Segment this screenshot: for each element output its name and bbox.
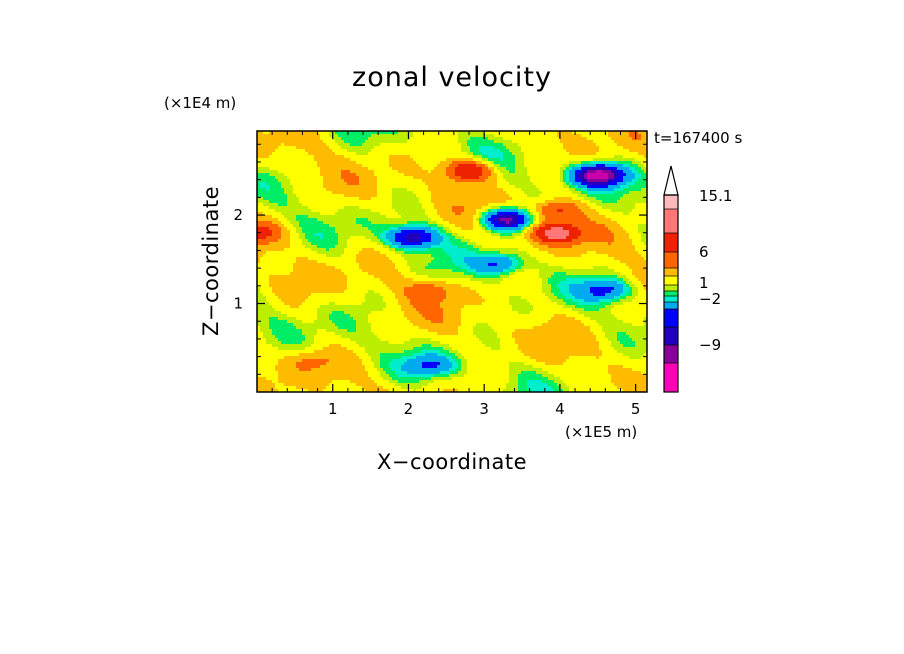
colorbar-label: −2	[699, 290, 721, 308]
time-label: t=167400 s	[654, 129, 742, 147]
colorbar-band	[664, 276, 678, 285]
colorbar-band	[664, 195, 678, 209]
y-axis-title: Z−coordinate	[199, 186, 223, 336]
x-tick-label: 3	[479, 400, 489, 418]
colorbar-label: 15.1	[699, 187, 732, 205]
plot-frame	[256, 130, 648, 393]
contour-field	[257, 131, 647, 392]
y-tick-label: 2	[233, 206, 243, 224]
colorbar: 15.1 6 1−2 −9	[663, 165, 732, 393]
x-tick-label: 1	[328, 400, 338, 418]
x-axis-title: X−coordinate	[377, 450, 527, 474]
y-unit-label: (×1E4 m)	[164, 94, 236, 112]
chart-title: zonal velocity	[352, 62, 552, 93]
colorbar-band	[664, 233, 678, 252]
colorbar-band	[664, 309, 678, 327]
colorbar-band	[664, 363, 678, 392]
x-unit-label: (×1E5 m)	[565, 423, 637, 441]
x-axis: 1 2 3 4 5	[271, 131, 641, 418]
colorbar-band	[664, 209, 678, 233]
colorbar-band	[664, 268, 678, 276]
colorbar-band	[664, 302, 678, 309]
y-tick-label: 1	[233, 295, 243, 313]
x-tick-label: 2	[404, 400, 414, 418]
y-axis: 12	[233, 143, 647, 375]
colorbar-band	[664, 327, 678, 345]
colorbar-label: 1	[699, 274, 709, 292]
colorbar-band	[664, 296, 678, 302]
x-tick-label: 4	[555, 400, 565, 418]
colorbar-label: −9	[699, 336, 721, 354]
colorbar-max-arrow	[663, 165, 679, 196]
colorbar-band	[664, 252, 678, 268]
colorbar-label: 6	[699, 243, 709, 261]
colorbar-band	[664, 291, 678, 296]
x-tick-label: 5	[631, 400, 641, 418]
colorbar-band	[664, 345, 678, 363]
colorbar-band	[664, 285, 678, 291]
